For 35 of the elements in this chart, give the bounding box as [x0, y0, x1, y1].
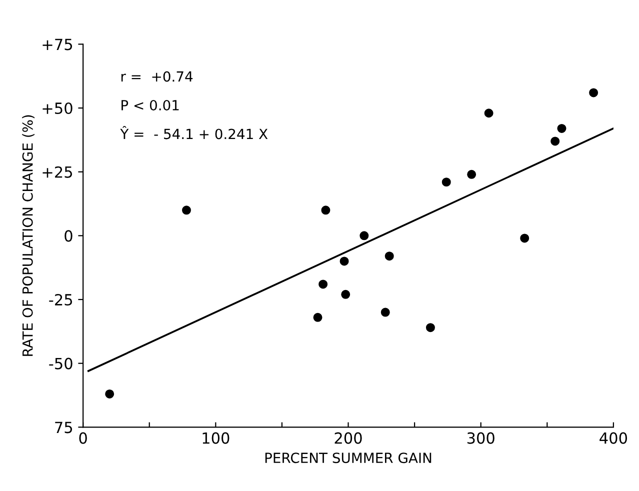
y-tick-label: +75	[42, 38, 72, 50]
point	[467, 170, 476, 179]
point	[313, 312, 322, 322]
annotation: r = +0.74	[121, 71, 193, 82]
y-axis-title: RATE OF POPULATION CHANGE (%)	[22, 115, 34, 356]
point	[520, 234, 530, 243]
point	[340, 256, 349, 266]
point	[318, 280, 328, 289]
y-tick-label: 0	[64, 230, 72, 242]
x-axis-title: PERCENT SUMMER GAIN	[265, 452, 432, 464]
point	[557, 124, 566, 133]
point	[484, 108, 494, 118]
point	[182, 206, 191, 215]
point	[360, 231, 369, 240]
point	[589, 88, 598, 98]
x-tick-label: 400	[600, 432, 628, 444]
point	[442, 178, 451, 187]
point	[384, 252, 394, 261]
x-tick-label: 300	[467, 432, 494, 444]
y-tick-label: +50	[42, 102, 72, 114]
x-tick-label: 100	[202, 432, 230, 444]
point	[550, 136, 560, 146]
point	[341, 290, 350, 299]
point	[380, 308, 390, 317]
y-tick-label: +25	[42, 166, 72, 178]
point	[321, 206, 330, 215]
point	[105, 389, 114, 398]
annotation: P < 0.01	[122, 100, 179, 110]
y-tick-label: 75	[55, 422, 72, 434]
y-tick-label: -25	[49, 294, 72, 306]
point	[426, 323, 435, 332]
y-tick-label: -50	[49, 358, 72, 370]
annotation: Ŷ = - 54.1 + 0.241 X	[120, 126, 268, 140]
x-tick-label: 0	[79, 432, 87, 444]
x-tick-label: 200	[334, 432, 362, 444]
